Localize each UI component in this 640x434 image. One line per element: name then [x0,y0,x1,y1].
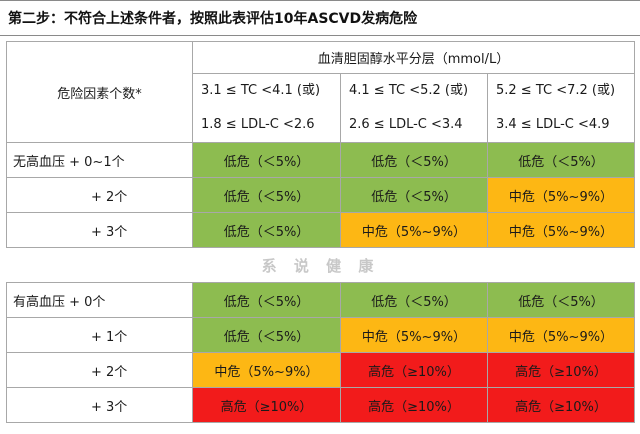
range-header-3: 5.2 ≤ TC <7.2 (或) 3.4 ≤ LDL-C <4.9 [487,73,635,143]
risk-cell-low: 低危（＜5%） [487,142,635,178]
ldl-range: 3.4 ≤ LDL-C <4.9 [496,117,610,132]
row-label: 有高血压 + 0个 [6,282,193,318]
hypertension-group: 有高血压 + 0个 低危（＜5%） 低危（＜5%） 低危（＜5%） + 1个 低危（＜5%… [6,282,635,423]
table-row: + 2个 中危（5%~9%） 高危（≥10%） 高危（≥10%） [6,352,635,388]
risk-cell-low: 低危（＜5%） [340,282,488,318]
table-row: + 3个 低危（＜5%） 中危（5%~9%） 中危（5%~9%） [6,212,635,248]
table-row: + 1个 低危（＜5%） 中危（5%~9%） 中危（5%~9%） [6,317,635,353]
risk-cell-mid: 中危（5%~9%） [340,317,488,353]
risk-cell-high: 高危（≥10%） [340,352,488,388]
range-header-2: 4.1 ≤ TC <5.2 (或) 2.6 ≤ LDL-C <3.4 [340,73,488,143]
table-row: 有高血压 + 0个 低危（＜5%） 低危（＜5%） 低危（＜5%） [6,282,635,318]
row-label: + 2个 [6,352,193,388]
risk-cell-low: 低危（＜5%） [192,212,341,248]
tc-range: 3.1 ≤ TC <4.1 (或) [201,83,321,98]
tc-range: 5.2 ≤ TC <7.2 (或) [496,83,616,98]
risk-cell-low: 低危（＜5%） [192,317,341,353]
table-row: 无高血压 + 0~1个 低危（＜5%） 低危（＜5%） 低危（＜5%） [6,142,635,178]
watermark-text: 系 说 健 康 [6,247,635,283]
row-label: + 2个 [6,177,193,213]
risk-cell-mid: 中危（5%~9%） [487,212,635,248]
risk-cell-high: 高危（≥10%） [192,387,341,423]
risk-cell-high: 高危（≥10%） [487,352,635,388]
table-row: + 3个 高危（≥10%） 高危（≥10%） 高危（≥10%） [6,387,635,423]
risk-cell-mid: 中危（5%~9%） [487,177,635,213]
risk-cell-low: 低危（＜5%） [192,282,341,318]
separator-row: 系 说 健 康 [6,247,635,283]
table-row: + 2个 低危（＜5%） 低危（＜5%） 中危（5%~9%） [6,177,635,213]
risk-cell-low: 低危（＜5%） [192,142,341,178]
row-label: + 1个 [6,317,193,353]
risk-cell-mid: 中危（5%~9%） [192,352,341,388]
ldl-range: 2.6 ≤ LDL-C <3.4 [349,117,463,132]
risk-cell-low: 低危（＜5%） [487,282,635,318]
risk-cell-mid: 中危（5%~9%） [487,317,635,353]
risk-cell-low: 低危（＜5%） [340,177,488,213]
unit-header: 血清胆固醇水平分层（mmol/L） [192,41,635,74]
ldl-range: 1.8 ≤ LDL-C <2.6 [201,117,315,132]
risk-cell-low: 低危（＜5%） [192,177,341,213]
row-label: + 3个 [6,212,193,248]
no-hypertension-group: 无高血压 + 0~1个 低危（＜5%） 低危（＜5%） 低危（＜5%） + 2个 低危（＜… [6,142,635,248]
risk-cell-high: 高危（≥10%） [487,387,635,423]
header-row-unit: 危险因素个数* 血清胆固醇水平分层（mmol/L） [6,41,635,143]
risk-cell-low: 低危（＜5%） [340,142,488,178]
risk-cell-high: 高危（≥10%） [340,387,488,423]
page-title: 第二步：不符合上述条件者，按照此表评估10年ASCVD发病危险 [0,0,640,36]
tc-range: 4.1 ≤ TC <5.2 (或) [349,83,469,98]
factor-header: 危险因素个数* [6,41,193,143]
range-header-1: 3.1 ≤ TC <4.1 (或) 1.8 ≤ LDL-C <2.6 [192,73,341,143]
row-label: 无高血压 + 0~1个 [6,142,193,178]
row-label: + 3个 [6,387,193,423]
risk-table: 危险因素个数* 血清胆固醇水平分层（mmol/L） 3.1 ≤ TC <4.1 … [6,41,635,423]
risk-cell-mid: 中危（5%~9%） [340,212,488,248]
